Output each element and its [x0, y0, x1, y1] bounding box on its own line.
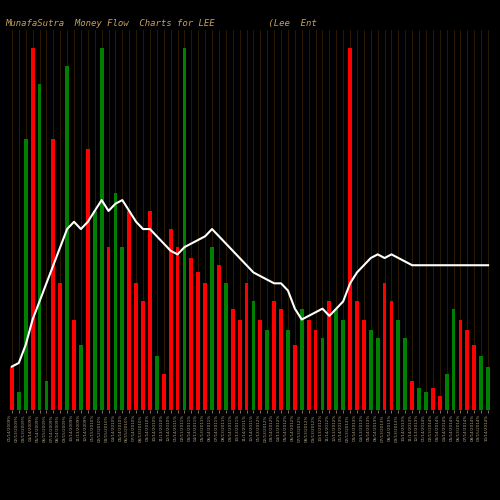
- Bar: [196, 272, 200, 410]
- Text: MunafaSutra  Money Flow  Charts for LEE          (Lee  Ent                      : MunafaSutra Money Flow Charts for LEE (L…: [5, 19, 500, 28]
- Bar: [293, 345, 297, 410]
- Bar: [272, 302, 276, 410]
- Bar: [106, 247, 110, 410]
- Bar: [480, 356, 483, 410]
- Bar: [190, 258, 193, 410]
- Bar: [155, 356, 158, 410]
- Bar: [369, 330, 372, 410]
- Bar: [244, 284, 248, 410]
- Bar: [396, 320, 400, 410]
- Bar: [342, 320, 345, 410]
- Bar: [148, 211, 152, 410]
- Bar: [452, 308, 456, 410]
- Bar: [72, 320, 76, 410]
- Bar: [217, 265, 221, 410]
- Bar: [382, 284, 386, 410]
- Bar: [466, 330, 469, 410]
- Bar: [231, 308, 234, 410]
- Bar: [472, 345, 476, 410]
- Bar: [390, 302, 394, 410]
- Bar: [65, 66, 69, 410]
- Bar: [24, 138, 28, 410]
- Bar: [203, 284, 207, 410]
- Bar: [486, 366, 490, 410]
- Bar: [134, 284, 138, 410]
- Bar: [266, 330, 269, 410]
- Bar: [320, 338, 324, 410]
- Bar: [238, 320, 242, 410]
- Bar: [355, 302, 359, 410]
- Bar: [328, 302, 332, 410]
- Bar: [210, 247, 214, 410]
- Bar: [52, 138, 55, 410]
- Bar: [128, 211, 131, 410]
- Bar: [445, 374, 448, 410]
- Bar: [182, 48, 186, 410]
- Bar: [431, 388, 435, 410]
- Bar: [438, 396, 442, 410]
- Bar: [307, 320, 310, 410]
- Bar: [334, 308, 338, 410]
- Bar: [300, 308, 304, 410]
- Bar: [168, 229, 172, 410]
- Bar: [93, 211, 96, 410]
- Bar: [362, 320, 366, 410]
- Bar: [30, 48, 34, 410]
- Bar: [10, 366, 14, 410]
- Bar: [376, 338, 380, 410]
- Bar: [114, 193, 117, 410]
- Bar: [286, 330, 290, 410]
- Bar: [258, 320, 262, 410]
- Bar: [79, 345, 83, 410]
- Bar: [58, 284, 62, 410]
- Bar: [17, 392, 20, 410]
- Bar: [162, 374, 166, 410]
- Bar: [44, 381, 48, 410]
- Bar: [410, 381, 414, 410]
- Bar: [86, 150, 90, 410]
- Bar: [252, 302, 256, 410]
- Bar: [279, 308, 283, 410]
- Bar: [424, 392, 428, 410]
- Bar: [100, 48, 103, 410]
- Bar: [314, 330, 318, 410]
- Bar: [417, 388, 421, 410]
- Bar: [176, 247, 180, 410]
- Bar: [38, 84, 42, 410]
- Bar: [348, 48, 352, 410]
- Bar: [120, 247, 124, 410]
- Bar: [224, 284, 228, 410]
- Bar: [458, 320, 462, 410]
- Bar: [404, 338, 407, 410]
- Bar: [141, 302, 145, 410]
